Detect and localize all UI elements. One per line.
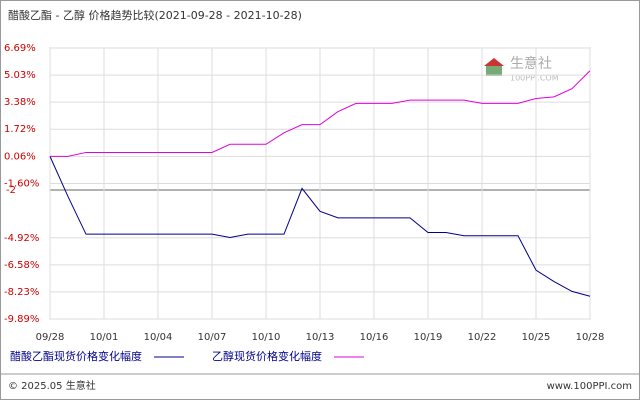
y-tick-label: 1.72%: [4, 124, 36, 135]
x-tick-label: 10/13: [306, 332, 335, 343]
x-tick-label: 10/25: [522, 332, 551, 343]
footer-left: © 2025.05 生意社: [8, 379, 96, 392]
legend-label: 醋酸乙酯现货价格变化幅度: [10, 349, 142, 363]
y-tick-label: 6.69%: [4, 43, 36, 54]
x-tick-label: 10/28: [576, 332, 605, 343]
x-tick-label: 10/22: [468, 332, 497, 343]
y-tick-label: -8.23%: [4, 287, 39, 298]
logo-body: [486, 66, 502, 76]
y-tick-label: -6.58%: [4, 260, 39, 271]
x-tick-label: 10/10: [252, 332, 281, 343]
y-tick-label: 5.03%: [4, 70, 36, 81]
watermark-sub: 100PPI.COM: [510, 74, 559, 83]
series-line: [50, 70, 591, 157]
reference-label: -2: [6, 185, 16, 196]
y-tick-label: -9.89%: [4, 314, 39, 325]
x-tick-label: 10/01: [90, 332, 119, 343]
watermark: 生意社 100PPI.COM: [484, 55, 559, 83]
logo-roof: [484, 58, 504, 66]
series-line: [49, 156, 591, 297]
y-tick-label: 0.06%: [4, 151, 36, 162]
x-tick-label: 10/07: [198, 332, 227, 343]
legend-label: 乙醇现货价格变化幅度: [212, 349, 322, 363]
y-tick-label: -4.92%: [4, 233, 39, 244]
footer-right: www.100PPI.com: [547, 381, 632, 392]
chart-title: 醋酸乙酯 - 乙醇 价格趋势比较(2021-09-28 - 2021-10-28…: [8, 8, 302, 22]
x-tick-label: 09/28: [36, 332, 65, 343]
y-tick-label: 3.38%: [4, 97, 36, 108]
watermark-text: 生意社: [510, 55, 552, 72]
x-tick-label: 10/04: [144, 332, 173, 343]
x-tick-label: 10/19: [414, 332, 443, 343]
y-tick-label: -1.60%: [4, 179, 39, 190]
x-tick-label: 10/16: [360, 332, 389, 343]
